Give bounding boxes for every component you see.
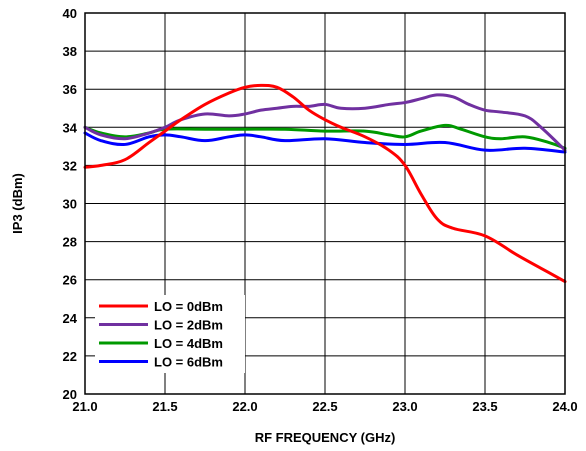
x-tick-label: 24.0 (552, 399, 577, 414)
y-tick-label: 20 (63, 387, 77, 402)
tick-labels: 21.0 21.5 22.0 22.5 23.0 23.5 24.0 20 22 24 26 28 30… (63, 6, 578, 414)
series-line-lo-6dbm (83, 131, 567, 154)
legend-label: LO = 4dBm (154, 336, 223, 351)
y-tick-label: 22 (63, 349, 77, 364)
y-tick-label: 38 (63, 44, 77, 59)
x-tick-label: 21.5 (152, 399, 177, 414)
x-axis-title: RF FREQUENCY (GHz) (255, 430, 396, 445)
x-tick-label: 22.5 (312, 399, 337, 414)
series-line-lo-0dbm (83, 83, 567, 284)
plot-frame (84, 12, 566, 395)
x-tick-label: 23.0 (392, 399, 417, 414)
series-layer (83, 83, 567, 284)
legend-label: LO = 6dBm (154, 355, 223, 370)
y-axis-title: IP3 (dBm) (10, 173, 25, 234)
x-tick-label: 21.0 (72, 399, 97, 414)
y-tick-label: 34 (63, 120, 78, 135)
series-line-lo-2dbm (83, 93, 567, 152)
y-tick-label: 28 (63, 235, 77, 250)
y-tick-label: 36 (63, 82, 77, 97)
y-tick-label: 30 (63, 197, 77, 212)
y-tick-label: 32 (63, 158, 77, 173)
legend-label: LO = 0dBm (154, 299, 223, 314)
y-tick-label: 24 (63, 311, 78, 326)
y-tick-label: 40 (63, 6, 77, 21)
x-tick-label: 22.0 (232, 399, 257, 414)
x-tick-label: 23.5 (472, 399, 497, 414)
y-tick-label: 26 (63, 273, 77, 288)
legend: LO = 0dBm LO = 2dBm LO = 4dBm LO = 6dBm (95, 295, 245, 373)
legend-label: LO = 2dBm (154, 318, 223, 333)
